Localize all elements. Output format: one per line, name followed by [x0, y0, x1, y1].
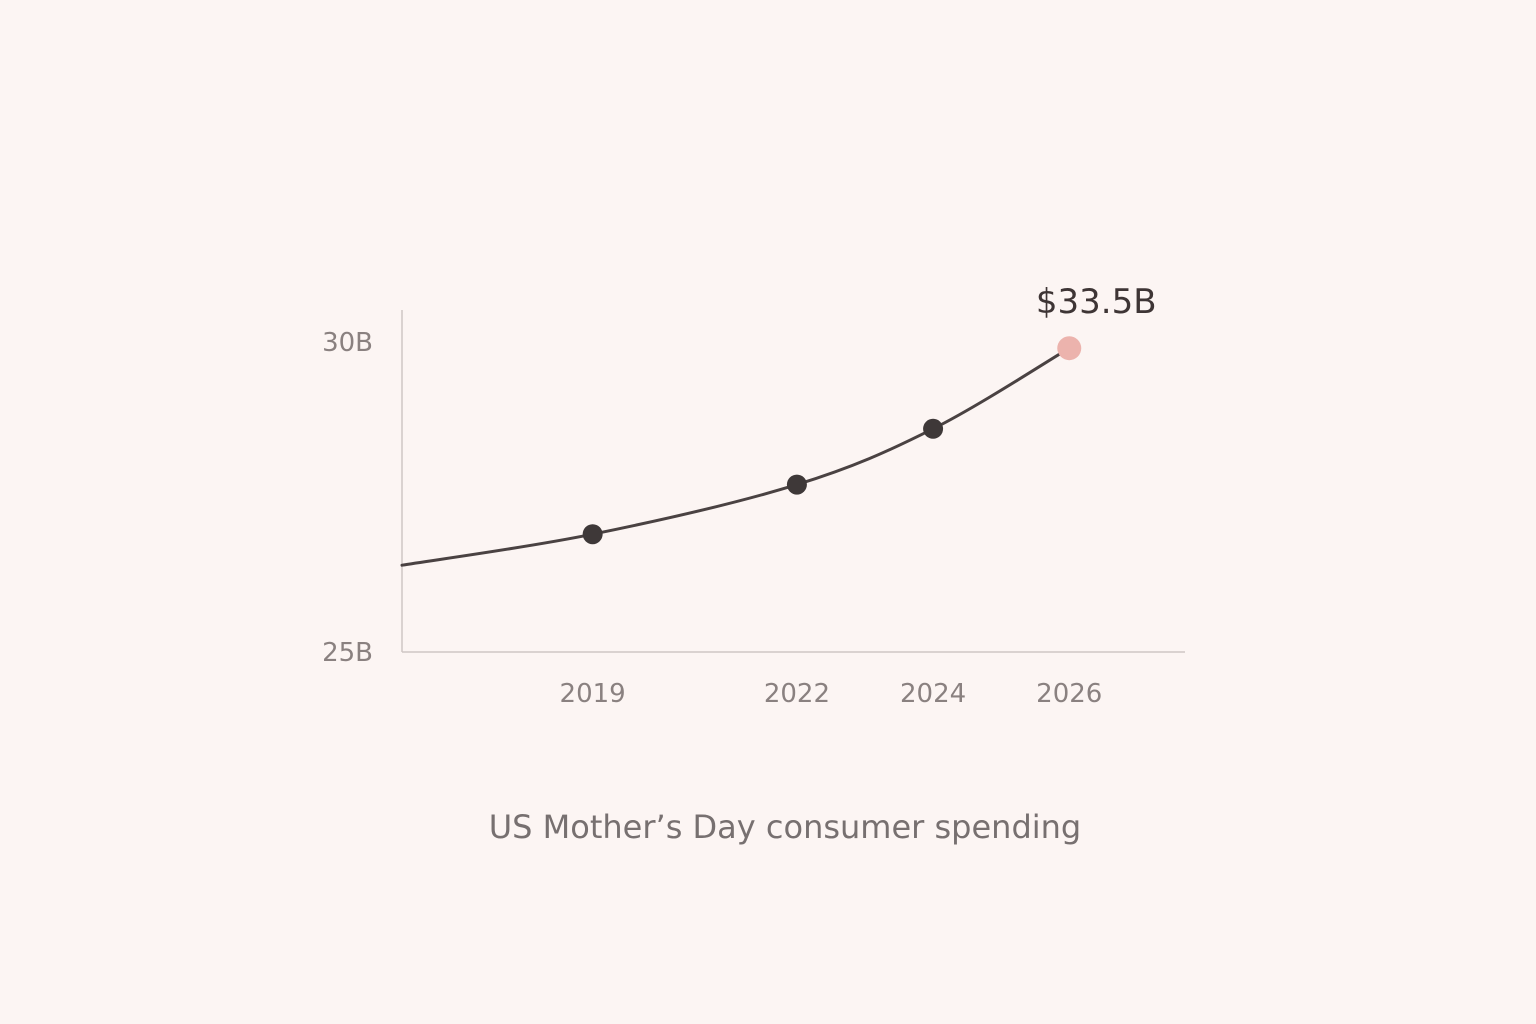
- markers: [582, 336, 1082, 545]
- x-tick-label: 2024: [900, 679, 966, 709]
- series-line: [400, 346, 1071, 567]
- axes: [401, 310, 1185, 653]
- x-tick-label: 2026: [1036, 679, 1102, 709]
- y-tick-label: 25B: [322, 638, 373, 668]
- highlight-marker: [1057, 336, 1082, 361]
- y-tick-label: 30B: [322, 328, 373, 358]
- data-point-marker: [923, 418, 944, 439]
- x-tick-label: 2019: [560, 679, 626, 709]
- x-tick-labels: 2019 2022 2024 2026: [560, 679, 1103, 709]
- data-point-marker: [786, 474, 807, 495]
- data-point-label: $33.5B: [1036, 282, 1157, 322]
- chart-caption: US Mother’s Day consumer spending: [488, 808, 1082, 846]
- x-tick-label: 2022: [764, 679, 830, 709]
- series-line-group: [400, 346, 1071, 567]
- data-labels: $33.5B: [1036, 282, 1157, 322]
- data-point-marker: [582, 524, 603, 545]
- y-tick-labels: 30B 25B: [322, 328, 373, 668]
